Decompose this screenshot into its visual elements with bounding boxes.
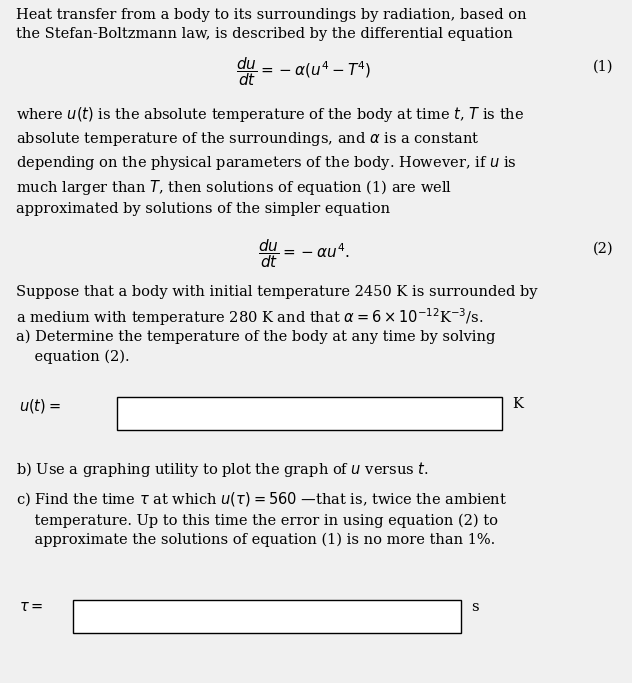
Text: b) Use a graphing utility to plot the graph of $u$ versus $t$.: b) Use a graphing utility to plot the gr… — [16, 460, 428, 479]
FancyBboxPatch shape — [117, 397, 502, 430]
Text: $\tau =$: $\tau =$ — [19, 600, 43, 614]
Text: a) Determine the temperature of the body at any time by solving
    equation (2): a) Determine the temperature of the body… — [16, 330, 495, 364]
Text: $u(t) =$: $u(t) =$ — [19, 397, 61, 415]
Text: $\dfrac{du}{dt} = -\alpha u^4.$: $\dfrac{du}{dt} = -\alpha u^4.$ — [258, 237, 349, 270]
Text: c) Find the time $\tau$ at which $u(\tau) = 560$ —that is, twice the ambient
   : c) Find the time $\tau$ at which $u(\tau… — [16, 490, 507, 547]
Text: (2): (2) — [592, 242, 613, 256]
Text: K: K — [512, 397, 523, 411]
Text: Suppose that a body with initial temperature 2450 K is surrounded by
a medium wi: Suppose that a body with initial tempera… — [16, 285, 537, 329]
Text: $\dfrac{du}{dt} = -\alpha(u^4 - T^4)$: $\dfrac{du}{dt} = -\alpha(u^4 - T^4)$ — [236, 55, 371, 88]
Text: where $u(t)$ is the absolute temperature of the body at time $t$, $T$ is the
abs: where $u(t)$ is the absolute temperature… — [16, 105, 524, 216]
FancyBboxPatch shape — [73, 600, 461, 633]
Text: (1): (1) — [593, 60, 613, 74]
Text: Heat transfer from a body to its surroundings by radiation, based on
the Stefan-: Heat transfer from a body to its surroun… — [16, 8, 526, 41]
Text: s: s — [471, 600, 478, 614]
